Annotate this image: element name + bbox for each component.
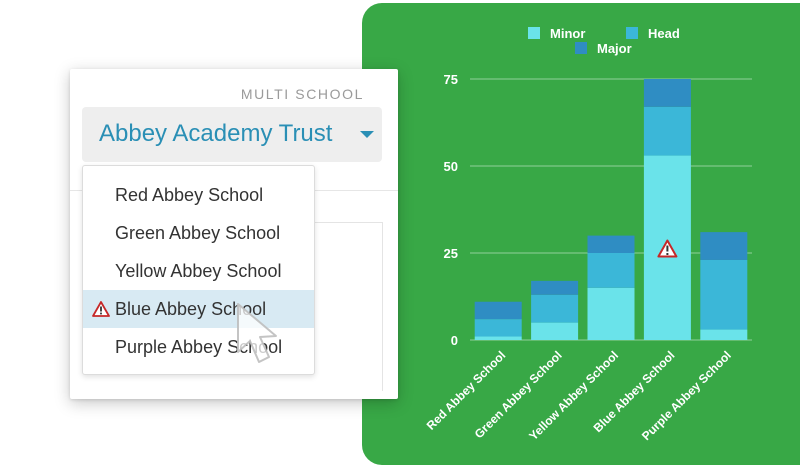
warning-triangle-icon	[92, 301, 110, 317]
bar-minor-4	[700, 329, 748, 340]
trust-select[interactable]: Abbey Academy Trust	[82, 107, 382, 162]
bar-major-4	[700, 232, 748, 260]
school-dropdown-menu: Red Abbey School Green Abbey School Yell…	[82, 165, 315, 375]
bar-minor-1	[531, 322, 579, 340]
menu-item-green-abbey-school[interactable]: Green Abbey School	[83, 214, 314, 252]
legend-label-major: Major	[597, 41, 632, 56]
y-tick-label: 75	[444, 72, 458, 87]
bar-major-0	[474, 301, 522, 320]
bar-head-3	[643, 106, 691, 156]
menu-item-label: Red Abbey School	[115, 185, 264, 205]
bar-head-0	[474, 319, 522, 337]
chart-legend: Minor Head Major	[528, 26, 680, 56]
bar-major-2	[587, 235, 635, 253]
bar-minor-0	[474, 336, 522, 340]
trust-select-value: Abbey Academy Trust	[99, 120, 333, 147]
bars	[474, 79, 748, 340]
legend-swatch-head	[626, 27, 638, 39]
y-tick-label: 0	[451, 333, 458, 348]
menu-item-yellow-abbey-school[interactable]: Yellow Abbey School	[83, 252, 314, 290]
caret-down-icon	[360, 131, 374, 138]
bar-head-4	[700, 259, 748, 330]
multi-school-card: MULTI SCHOOL Abbey Academy Trust Red Abb…	[70, 69, 398, 399]
menu-item-label: Blue Abbey School	[115, 299, 267, 319]
bar-head-1	[531, 294, 579, 323]
warning-mark	[666, 245, 669, 252]
mouse-pointer-icon	[237, 303, 277, 363]
bar-major-1	[531, 280, 579, 295]
legend-swatch-minor	[528, 27, 540, 39]
warning-triangle-icon	[657, 239, 678, 258]
menu-item-red-abbey-school[interactable]: Red Abbey School	[83, 176, 314, 214]
y-axis: 0 25 50 75	[444, 72, 458, 348]
menu-item-blue-abbey-school[interactable]: Blue Abbey School	[83, 290, 314, 328]
card-heading: MULTI SCHOOL	[240, 86, 364, 102]
y-tick-label: 50	[444, 159, 458, 174]
bar-minor-2	[587, 287, 635, 340]
legend-swatch-major	[575, 42, 587, 54]
menu-item-label: Green Abbey School	[115, 223, 281, 243]
y-tick-label: 25	[444, 246, 458, 261]
bar-major-3	[643, 79, 691, 107]
chart-markers	[657, 239, 678, 258]
legend-label-minor: Minor	[550, 26, 585, 41]
bar-head-2	[587, 253, 635, 288]
warning-dot	[666, 253, 669, 256]
legend-label-head: Head	[648, 26, 680, 41]
menu-item-label: Yellow Abbey School	[115, 261, 282, 281]
